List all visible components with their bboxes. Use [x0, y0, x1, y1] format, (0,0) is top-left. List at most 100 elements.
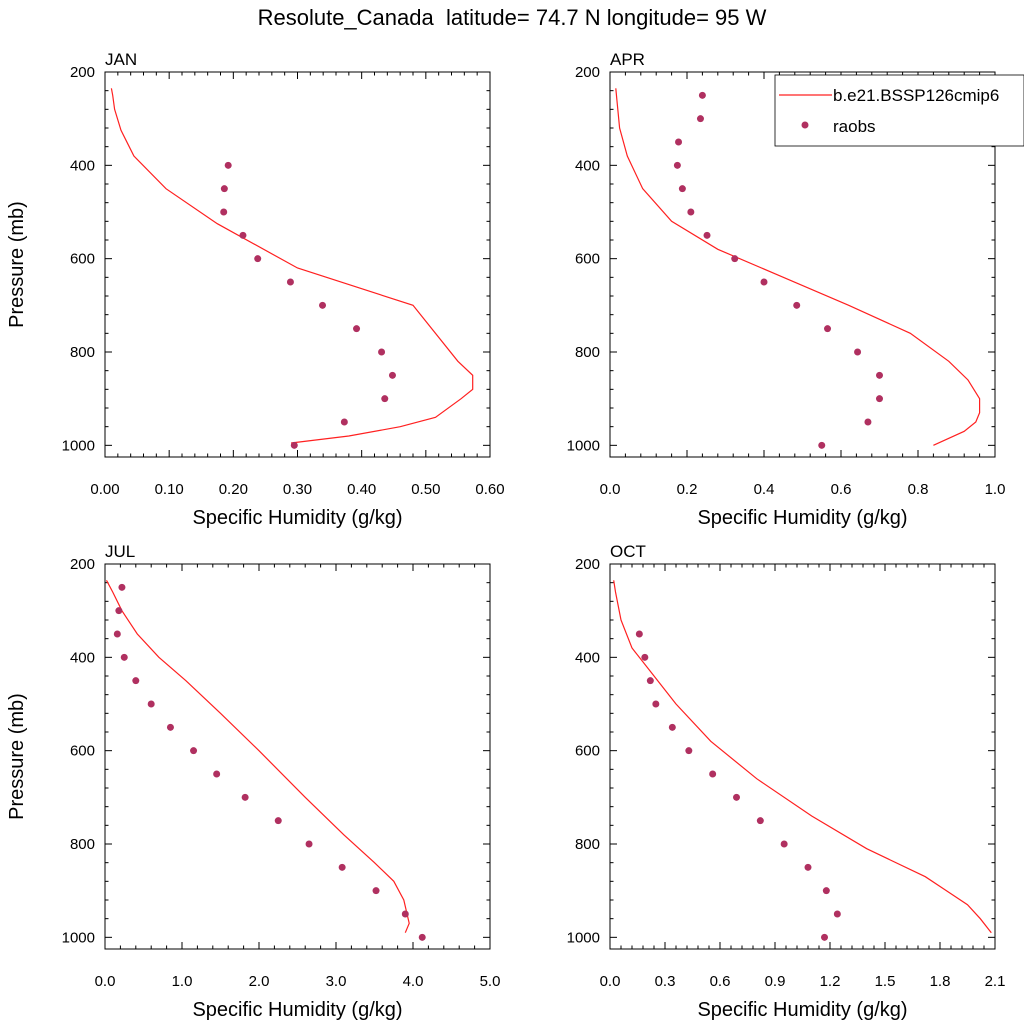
legend: b.e21.BSSP126cmip6 raobs	[774, 74, 1024, 147]
raobs-point	[120, 653, 128, 661]
y-tick-label: 200	[575, 64, 600, 81]
plot-frame	[104, 563, 491, 950]
y-tick-label: 400	[575, 649, 600, 666]
plot-frame	[609, 71, 996, 458]
raobs-point	[401, 910, 409, 918]
model-series-line	[613, 580, 992, 934]
x-tick-label: 4.0	[403, 973, 424, 990]
raobs-point	[340, 418, 348, 426]
x-tick-label: 2.1	[985, 973, 1006, 990]
panel-label: OCT	[610, 542, 646, 561]
x-tick-label: 0.00	[90, 481, 119, 498]
raobs-point	[378, 348, 386, 356]
raobs-point	[286, 278, 294, 286]
raobs-point	[876, 395, 883, 403]
raobs-point	[274, 817, 282, 825]
y-tick-label: 800	[70, 344, 95, 361]
panel-oct: OCT 0.0 0.3 0.6 0.9 1.2 1.5 1.8 2.1 200 400 600 800 1…	[567, 542, 1006, 1021]
raobs-point	[824, 325, 832, 333]
x-tick-label: 0.6	[831, 481, 852, 498]
raobs-point	[876, 371, 883, 379]
y-axis-label: Pressure (mb)	[6, 693, 28, 820]
raobs-point	[372, 887, 380, 895]
raobs-point	[818, 441, 826, 449]
x-tick-label: 1.5	[875, 973, 896, 990]
raobs-point	[854, 348, 862, 356]
raobs-point	[418, 933, 426, 941]
raobs-point	[254, 255, 262, 263]
y-tick-label: 400	[70, 649, 95, 666]
raobs-point	[166, 723, 174, 731]
raobs-point	[213, 770, 221, 778]
x-tick-label: 0.0	[600, 481, 621, 498]
y-tick-label: 600	[70, 251, 95, 268]
raobs-point	[703, 231, 711, 239]
x-tick-label: 3.0	[326, 973, 347, 990]
x-tick-label: 0.9	[765, 973, 786, 990]
y-tick-label: 200	[70, 64, 95, 81]
y-tick-label: 1000	[567, 437, 600, 454]
y-tick-label: 400	[70, 157, 95, 174]
panel-jan: JAN 0.00 0.10 0.20 0.30 0.40 0.50 0.60 200 400 600…	[6, 50, 505, 529]
raobs-point	[668, 723, 676, 731]
raobs-point	[115, 607, 123, 615]
figure-title: Resolute_Canada latitude= 74.7 N longitu…	[257, 5, 767, 30]
raobs-point	[698, 91, 706, 99]
raobs-point	[780, 840, 788, 848]
y-tick-label: 200	[70, 556, 95, 573]
plot-frame	[104, 71, 491, 458]
raobs-point	[319, 301, 327, 309]
y-tick-label: 200	[575, 556, 600, 573]
x-tick-label: 0.20	[219, 481, 248, 498]
raobs-point	[118, 583, 126, 591]
x-tick-label: 0.0	[600, 973, 621, 990]
y-tick-label: 1000	[62, 929, 95, 946]
raobs-point	[687, 208, 695, 216]
raobs-point	[147, 700, 155, 708]
model-series-line	[110, 88, 474, 444]
raobs-point	[696, 115, 704, 123]
y-tick-label: 1000	[567, 929, 600, 946]
raobs-point	[635, 630, 643, 638]
y-tick-label: 600	[575, 743, 600, 760]
raobs-point	[132, 677, 140, 685]
raobs-point	[239, 231, 247, 239]
raobs-point	[381, 395, 389, 403]
raobs-point	[646, 677, 654, 685]
raobs-point	[833, 910, 841, 918]
model-series-line	[105, 580, 410, 933]
x-tick-label: 1.0	[985, 481, 1006, 498]
y-tick-label: 600	[70, 743, 95, 760]
raobs-point	[353, 325, 361, 333]
raobs-point	[709, 770, 717, 778]
x-tick-label: 0.3	[655, 973, 676, 990]
raobs-point	[760, 278, 768, 286]
model-series-line	[615, 88, 981, 446]
raobs-point	[338, 863, 346, 871]
raobs-point	[756, 817, 764, 825]
raobs-point	[220, 185, 228, 193]
raobs-point	[113, 630, 121, 638]
raobs-point	[821, 933, 828, 941]
legend-obs-label: raobs	[833, 117, 876, 136]
raobs-point	[731, 255, 739, 263]
x-tick-label: 0.50	[411, 481, 440, 498]
panel-label: APR	[610, 50, 645, 69]
y-tick-label: 800	[575, 344, 600, 361]
raobs-point	[241, 793, 249, 801]
y-tick-label: 600	[575, 251, 600, 268]
raobs-point	[652, 700, 660, 708]
raobs-point	[224, 161, 232, 169]
x-tick-label: 0.6	[710, 973, 731, 990]
raobs-point	[804, 863, 812, 871]
raobs-point	[793, 301, 801, 309]
raobs-point	[290, 441, 298, 449]
raobs-point	[388, 371, 396, 379]
raobs-point	[678, 185, 686, 193]
y-tick-label: 1000	[62, 437, 95, 454]
raobs-point	[220, 208, 228, 216]
x-tick-label: 1.8	[930, 973, 951, 990]
x-tick-label: 0.8	[908, 481, 929, 498]
y-tick-label: 800	[70, 836, 95, 853]
